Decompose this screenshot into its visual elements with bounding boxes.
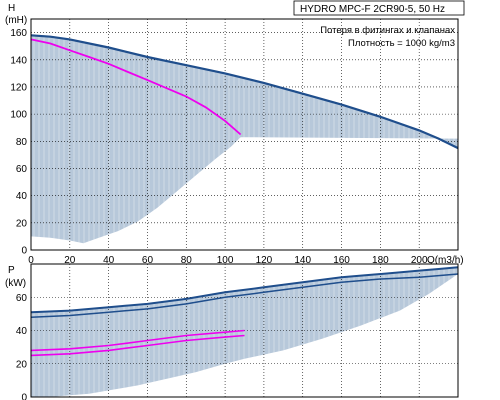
h-axis-label-symbol: H <box>8 3 15 14</box>
chart-title: HYDRO MPC-F 2CR90-5, 50 Hz <box>300 4 445 15</box>
head-y-tick-label: 40 <box>16 191 28 202</box>
head-x-tick-label: 20 <box>64 255 76 266</box>
power-y-tick-label: 60 <box>16 293 28 304</box>
head-x-tick-label: 100 <box>217 255 234 266</box>
power-y-tick-label: 0 <box>21 393 27 400</box>
power-plot-frame <box>30 263 459 398</box>
head-operating-area <box>31 35 458 244</box>
head-plot-frame <box>30 18 459 251</box>
head-x-axis-label: Q(m3/h) <box>427 255 464 266</box>
title-box <box>293 0 465 16</box>
head-max-curve <box>30 34 459 150</box>
h-axis-label-unit: (mH) <box>5 15 27 26</box>
head-chart: 0 20 40 60 80 100 120 140 160 0 20 40 60 80 100 120 140 1… <box>10 0 465 266</box>
power-chart: 0 20 40 60 <box>16 263 459 400</box>
head-y-tick-label: 140 <box>10 55 27 66</box>
head-y-tick-label: 20 <box>16 218 28 229</box>
head-y-tick-label: 0 <box>21 246 27 257</box>
head-x-tick-label: 60 <box>142 255 154 266</box>
head-x-tick-label: 200 <box>411 255 428 266</box>
head-x-tick-label: 160 <box>333 255 350 266</box>
head-x-tick-label: 180 <box>372 255 389 266</box>
p-axis-label-symbol: P <box>8 265 15 276</box>
power-curve-upper <box>30 266 459 314</box>
head-x-tick-label: 140 <box>294 255 311 266</box>
head-x-tick-label: 120 <box>256 255 273 266</box>
head-x-tick-label: 80 <box>181 255 193 266</box>
power-curve-lower <box>30 273 459 318</box>
power-y-tick-label: 20 <box>16 359 28 370</box>
chart-annotation: Плотность = 1000 kg/m3 <box>348 38 455 49</box>
power-y-tick-label: 40 <box>16 326 28 337</box>
head-x-tick-label: 0 <box>28 255 34 266</box>
head-x-tick-label: 40 <box>103 255 115 266</box>
p-axis-label-unit: (kW) <box>5 278 26 289</box>
power-band-area <box>31 267 458 397</box>
head-y-tick-label: 100 <box>10 110 27 121</box>
head-system-curve <box>30 38 242 136</box>
head-y-tick-label: 80 <box>16 137 28 148</box>
head-y-tick-label: 120 <box>10 82 27 93</box>
head-y-tick-label: 160 <box>10 28 27 39</box>
head-band-hatching <box>33 19 455 250</box>
power-pink-curve-lower <box>30 334 245 357</box>
chart-annotation: Потеря в фитингах и клапанах <box>320 25 455 36</box>
power-pink-curve-upper <box>30 329 245 352</box>
head-y-tick-label: 60 <box>16 164 28 175</box>
